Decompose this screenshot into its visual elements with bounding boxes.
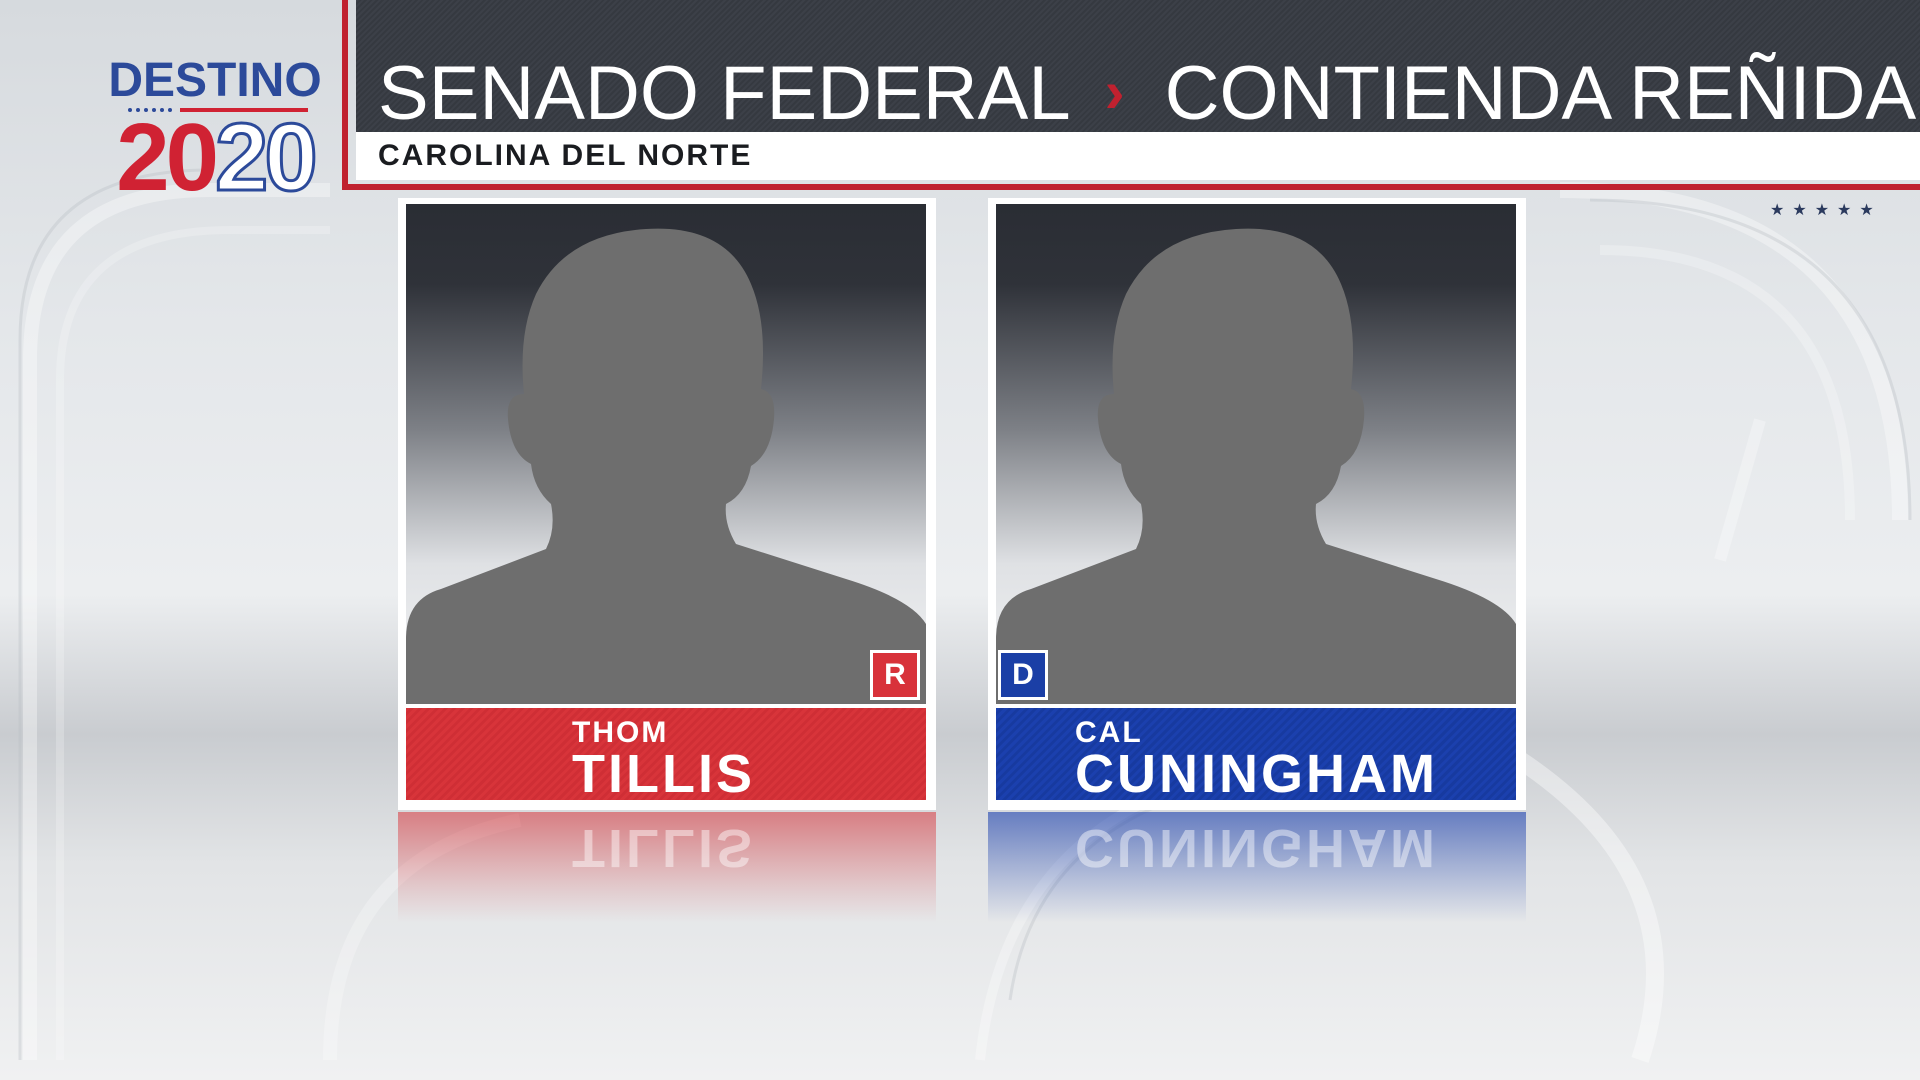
nameplate-reflection: CUNINGHAM bbox=[988, 812, 1526, 922]
nameplate-reflection: TILLIS bbox=[398, 812, 936, 922]
candidate-card-republican: R THOM TILLIS bbox=[398, 198, 936, 810]
candidate-silhouette-image bbox=[996, 204, 1516, 704]
header-subtitle-bar bbox=[356, 132, 1920, 180]
header-border-vertical bbox=[342, 0, 348, 190]
party-badge: D bbox=[998, 650, 1048, 700]
destino-2020-logo: DESTINO 2020 bbox=[100, 54, 330, 208]
candidate-silhouette-image bbox=[406, 204, 926, 704]
header-title-bar bbox=[356, 0, 1920, 132]
chevron-right-icon: › bbox=[1104, 58, 1125, 125]
candidate-nameplate: CAL CUNINGHAM bbox=[996, 708, 1516, 804]
state-subtitle: CAROLINA DEL NORTE bbox=[378, 139, 753, 172]
logo-stars-divider bbox=[128, 108, 308, 112]
candidate-last-name: TILLIS bbox=[572, 744, 755, 804]
candidate-first-name: THOM bbox=[572, 716, 669, 749]
candidate-first-name: CAL bbox=[1075, 716, 1143, 749]
page-title: SENADO FEDERAL › CONTIENDA REÑIDA bbox=[378, 44, 1916, 144]
candidate-nameplate: THOM TILLIS bbox=[406, 708, 926, 804]
silhouette-icon bbox=[996, 228, 1516, 704]
reflected-last-name: CUNINGHAM bbox=[1075, 818, 1438, 878]
silhouette-icon bbox=[406, 228, 926, 704]
stars-decoration: ★★★★★ bbox=[1770, 202, 1882, 219]
logo-year-red: 20 bbox=[116, 104, 219, 211]
logo-year: 2020 bbox=[100, 108, 330, 207]
party-badge: R bbox=[870, 650, 920, 700]
logo-word: DESTINO bbox=[108, 54, 322, 107]
title-status: CONTIENDA REÑIDA bbox=[1164, 51, 1917, 136]
header-border-horizontal bbox=[342, 184, 1920, 190]
candidate-card-democrat: D CAL CUNINGHAM bbox=[988, 198, 1526, 810]
candidate-last-name: CUNINGHAM bbox=[1075, 744, 1438, 804]
reflected-last-name: TILLIS bbox=[572, 818, 755, 878]
logo-year-outline: 20 bbox=[214, 104, 320, 211]
title-race: SENADO FEDERAL bbox=[378, 51, 1071, 136]
